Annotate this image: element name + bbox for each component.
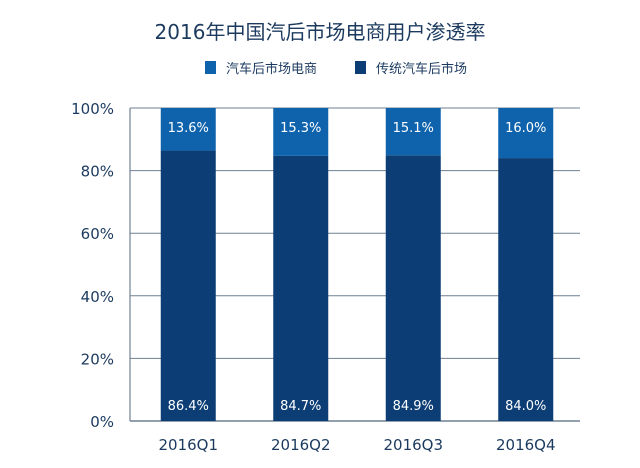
data-label-ecommerce: 13.6%: [168, 121, 209, 136]
data-label-ecommerce: 16.0%: [505, 121, 546, 136]
data-label-ecommerce: 15.1%: [393, 121, 434, 136]
y-tick-label: 20%: [81, 350, 114, 368]
legend-item-traditional: 传统汽车后市场: [355, 58, 467, 77]
legend-label: 汽车后市场电商: [226, 62, 318, 77]
bar-traditional: [498, 158, 554, 421]
legend-swatch: [205, 61, 216, 74]
legend-swatch: [355, 61, 366, 74]
bar-traditional: [273, 155, 329, 421]
data-label-traditional: 86.4%: [168, 399, 209, 414]
data-label-traditional: 84.7%: [280, 399, 321, 414]
chart-title: 2016年中国汽后市场电商用户渗透率: [154, 20, 486, 44]
bar-traditional: [160, 150, 216, 421]
bar-traditional: [385, 155, 441, 421]
x-tick-label: 2016Q1: [158, 436, 218, 454]
y-tick-label: 40%: [81, 288, 114, 306]
bar-ecommerce: [498, 108, 554, 159]
x-tick-label: 2016Q3: [383, 436, 443, 454]
data-label-traditional: 84.0%: [505, 399, 546, 414]
data-label-ecommerce: 15.3%: [280, 121, 321, 136]
y-tick-label: 60%: [81, 225, 114, 243]
y-tick-label: 0%: [90, 413, 114, 431]
bar-ecommerce: [385, 108, 441, 156]
x-tick-label: 2016Q4: [496, 436, 556, 454]
bar-ecommerce: [160, 108, 216, 151]
y-tick-label: 100%: [71, 100, 114, 118]
x-tick-label: 2016Q2: [271, 436, 331, 454]
legend-item-ecommerce: 汽车后市场电商: [205, 58, 317, 77]
y-tick-label: 80%: [81, 163, 114, 181]
legend-label: 传统汽车后市场: [376, 62, 468, 77]
data-label-traditional: 84.9%: [393, 399, 434, 414]
bar-ecommerce: [273, 108, 329, 156]
